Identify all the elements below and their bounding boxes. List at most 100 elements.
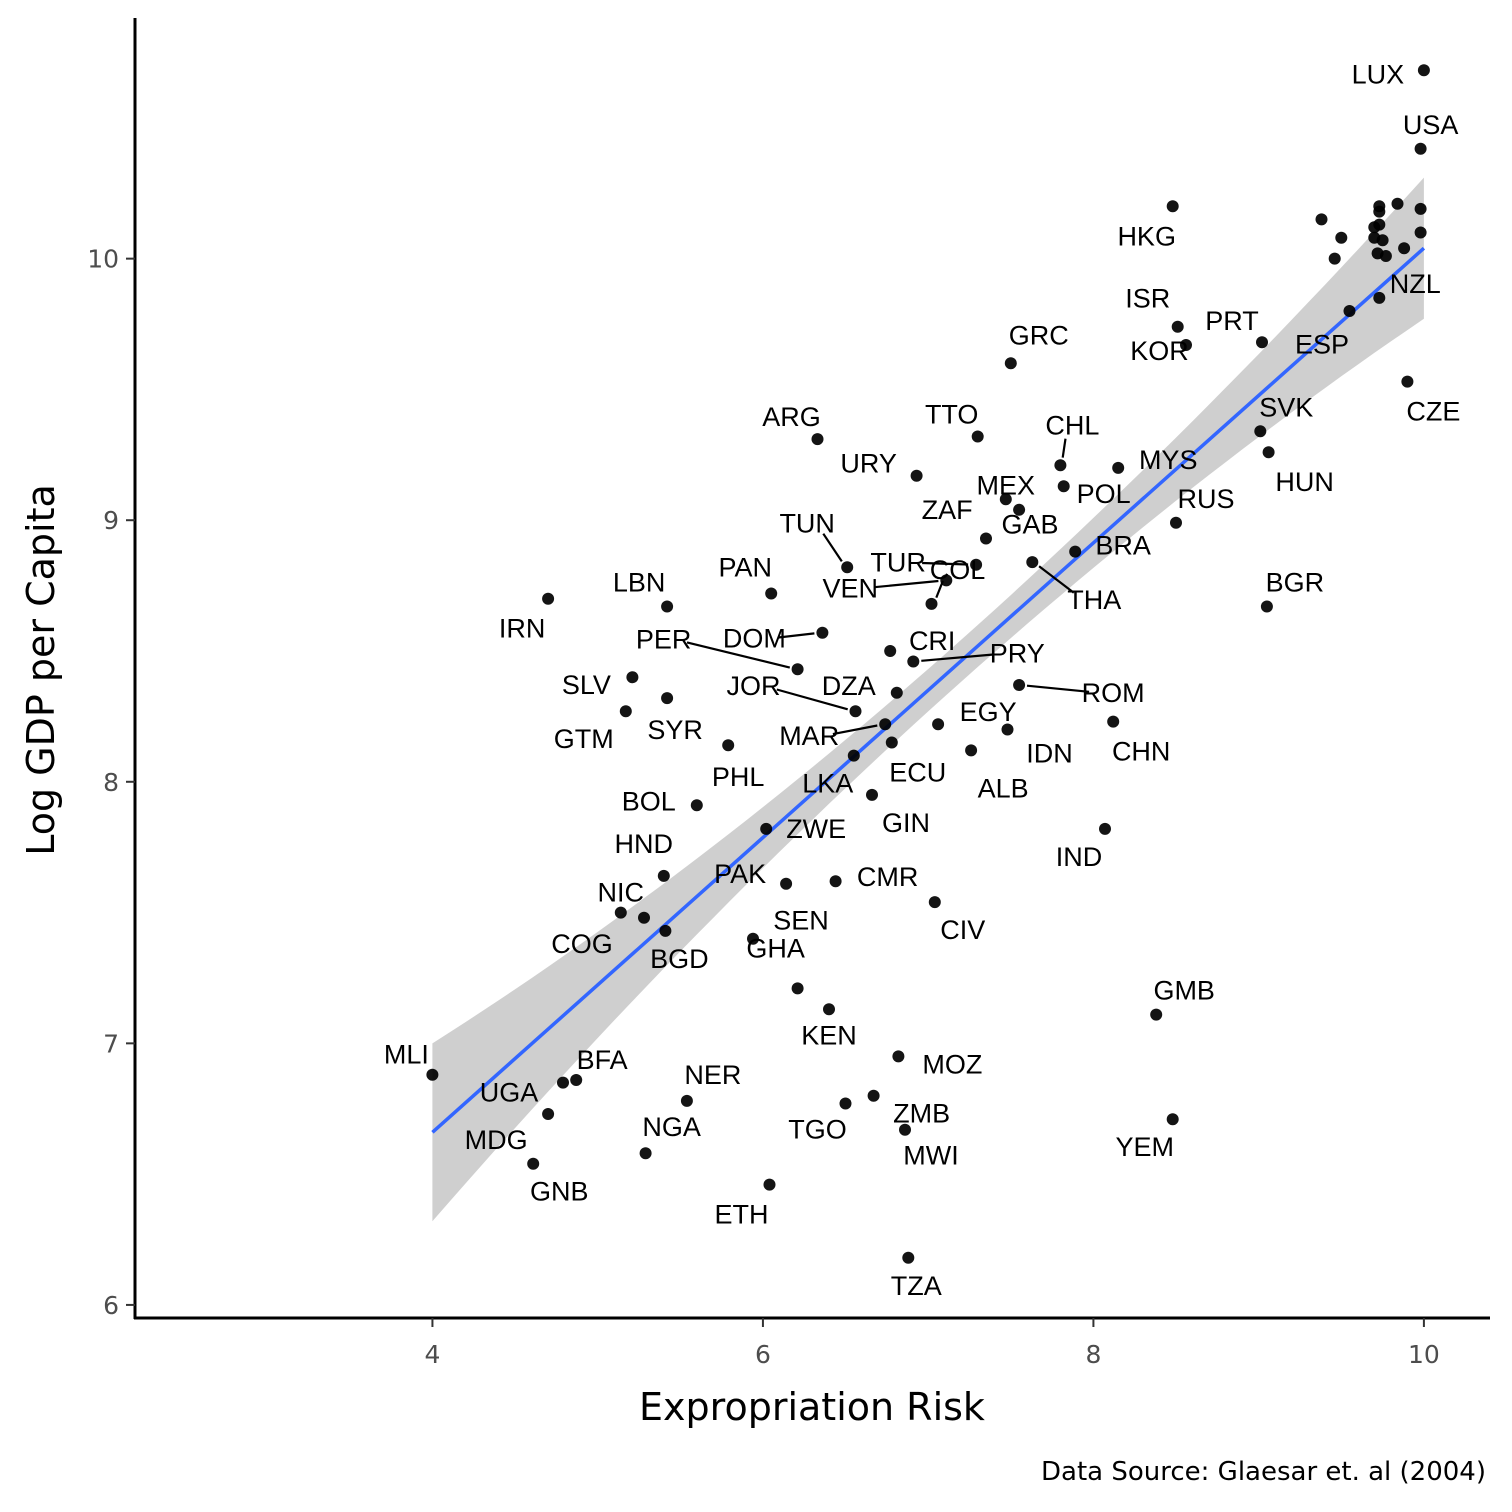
point-labels: LUX USA HKG NZL ISR PRT ESP KOR CZE GRC SVK HUN ARG T… [384, 59, 1461, 1301]
label-lka: LKA [802, 769, 853, 799]
point-nic [614, 906, 627, 919]
point-tun [841, 561, 854, 574]
label-uga: UGA [480, 1078, 539, 1108]
point-mar [879, 718, 892, 731]
point-col [925, 597, 938, 610]
label-zaf: ZAF [922, 495, 973, 525]
label-tun: TUN [779, 508, 835, 538]
label-zwe: ZWE [786, 814, 846, 844]
point-jor [849, 705, 862, 718]
point-gab [980, 532, 992, 545]
leader-per [686, 641, 791, 669]
confidence-band-layer [432, 177, 1424, 1222]
label-hnd: HND [615, 829, 674, 859]
point-pan [765, 587, 778, 600]
point-kor [1343, 305, 1356, 317]
point-chl [1054, 459, 1067, 472]
label-phl: PHL [712, 762, 765, 792]
point-ken [823, 1003, 835, 1016]
label-rus: RUS [1177, 484, 1234, 514]
label-moz: MOZ [922, 1049, 982, 1079]
point-unlabeled [1398, 242, 1411, 255]
point-ury [910, 469, 923, 482]
point-zmb [867, 1089, 880, 1102]
label-col: COL [930, 555, 986, 585]
point-moz [892, 1050, 905, 1063]
point-pol [1057, 480, 1070, 493]
label-pry: PRY [990, 639, 1045, 669]
point-tur [970, 558, 983, 571]
fit-line [431, 246, 1426, 1134]
label-ury: URY [840, 449, 897, 479]
point-chn [1107, 715, 1120, 728]
label-nzl: NZL [1390, 269, 1441, 299]
label-dza: DZA [822, 671, 876, 701]
point-ven [940, 574, 953, 587]
point-yem [1166, 1113, 1179, 1126]
label-slv: SLV [562, 670, 611, 700]
point-sen [747, 932, 759, 945]
leader-tha [1038, 565, 1075, 594]
label-pan: PAN [718, 553, 772, 583]
label-zmb: ZMB [893, 1099, 950, 1129]
label-dom: DOM [723, 624, 786, 654]
label-alb: ALB [978, 773, 1029, 803]
point-cog [638, 911, 650, 924]
label-cog: COG [551, 929, 613, 959]
point-bfa [570, 1074, 583, 1086]
label-nga: NGA [642, 1112, 701, 1142]
label-tza: TZA [891, 1271, 942, 1301]
leader-chl [1061, 438, 1067, 458]
label-civ: CIV [940, 915, 985, 945]
label-mwi: MWI [903, 1141, 958, 1171]
point-svk [1254, 425, 1267, 438]
label-arg: ARG [762, 402, 821, 432]
leader-tur [922, 561, 969, 566]
point-pry [907, 655, 920, 668]
point-gin [866, 788, 878, 801]
label-bfa: BFA [577, 1045, 628, 1075]
label-gab: GAB [1001, 510, 1058, 540]
y-tick-label: 6 [103, 1291, 119, 1320]
point-cri [884, 645, 897, 657]
label-sen: SEN [773, 906, 829, 936]
point-syr [661, 692, 674, 705]
point-unlabeled [1391, 197, 1404, 210]
label-chl: CHL [1045, 410, 1099, 440]
point-ind [1099, 822, 1111, 835]
axes: 4 6 8 10 6 7 8 9 10 [87, 18, 1490, 1369]
label-ken: KEN [801, 1020, 857, 1050]
label-bol: BOL [622, 786, 676, 816]
point-lux [1417, 64, 1430, 77]
y-tick-label: 8 [103, 768, 119, 797]
point-isr [1171, 320, 1184, 333]
point-unlabeled [1376, 234, 1389, 247]
label-hkg: HKG [1117, 221, 1176, 251]
point-zaf [1013, 503, 1026, 516]
label-isr: ISR [1125, 284, 1170, 314]
point-cze [1401, 375, 1414, 388]
point-tgo [839, 1097, 852, 1110]
label-svk: SVK [1259, 392, 1313, 422]
label-lux: LUX [1352, 59, 1405, 89]
label-bgd: BGD [650, 944, 709, 974]
point-esp [1256, 336, 1268, 349]
y-axis-title: Log GDP per Capita [19, 484, 63, 856]
label-tur: TUR [870, 548, 926, 578]
label-prt: PRT [1205, 306, 1259, 336]
point-ecu [885, 736, 898, 749]
point-mli [426, 1068, 439, 1081]
point-nzl [1373, 291, 1386, 304]
label-syr: SYR [647, 715, 703, 745]
point-gha [791, 982, 804, 995]
label-bgr: BGR [1266, 568, 1325, 598]
point-tha [1026, 556, 1039, 569]
point-lbn [661, 600, 674, 613]
point-arg [811, 433, 824, 446]
point-uga [557, 1076, 569, 1089]
point-bgd [659, 924, 672, 937]
point-civ [928, 896, 941, 909]
label-mex: MEX [977, 470, 1036, 500]
leader-dom [778, 632, 815, 639]
